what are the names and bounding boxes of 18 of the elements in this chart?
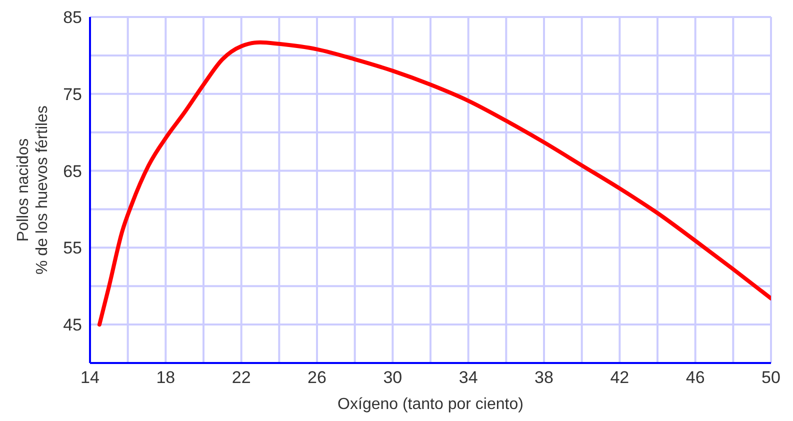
- x-tick-label: 26: [308, 368, 326, 388]
- x-tick-label: 34: [458, 368, 478, 388]
- x-tick-label: 50: [762, 368, 780, 388]
- x-tick-label: 42: [610, 368, 630, 388]
- x-tick-label: 18: [156, 368, 176, 388]
- x-tick-label: 22: [232, 368, 251, 388]
- x-tick-label: 30: [383, 368, 402, 388]
- y-tick-label: 75: [63, 84, 82, 104]
- y-axis-title: Pollos nacidos % de los huevos fértiles: [15, 106, 51, 274]
- y-tick-label: 55: [63, 238, 82, 258]
- y-tick-label: 85: [63, 8, 82, 28]
- x-tick-label: 14: [80, 368, 100, 388]
- x-tick-label: 38: [534, 368, 554, 388]
- y-tick-label: 45: [63, 316, 82, 335]
- x-tick-label: 46: [686, 368, 705, 388]
- x-axis-title: Oxígeno (tanto por ciento): [338, 396, 524, 413]
- line-series: [97, 40, 771, 327]
- y-tick-label: 65: [63, 162, 82, 181]
